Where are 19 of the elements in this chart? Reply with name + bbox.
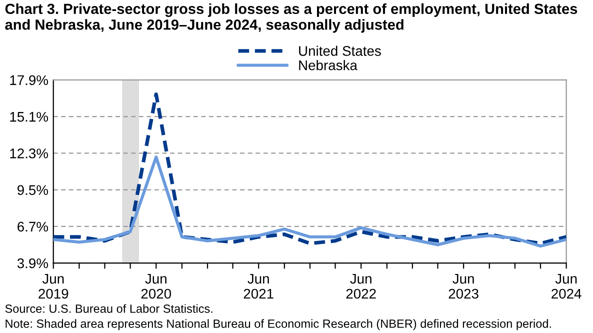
legend-label: Nebraska — [299, 60, 358, 70]
text: Note: Shaded area represents National Bureau of Economic Research (NBER) defined recession period. — [6, 319, 551, 330]
x-tick-label: Jun 2023 — [448, 274, 478, 299]
x-tick-label: Jun 2020 — [141, 274, 172, 299]
y-tick-label: 17.9% — [10, 75, 48, 86]
y-tick-label: 12.3% — [10, 148, 48, 158]
x-tick-label: Jun 2021 — [244, 274, 274, 299]
line-series — [53, 92, 566, 246]
y-tick-label: 6.7% — [18, 222, 48, 232]
y-tick-label: 3.9% — [17, 258, 48, 268]
source-note: Source: U.S. Bureau of Labor Statistics. — [5, 304, 212, 313]
x-tick-label: Jun 2022 — [346, 274, 376, 299]
y-tick-label: 15.1% — [10, 112, 48, 122]
x-tick-label: Jun 2019 — [38, 274, 68, 299]
x-tick-label: Jun 2024 — [552, 274, 582, 299]
y-tick-label: 9.5% — [18, 185, 48, 195]
chart-title: Chart 3. Private-sector gross job losses as a percent of employment, United States and Nebraska, June 2019–June 2024, seasonally adjusted — [5, 3, 578, 33]
line-series — [53, 156, 566, 248]
legend-label: United States — [299, 46, 381, 56]
